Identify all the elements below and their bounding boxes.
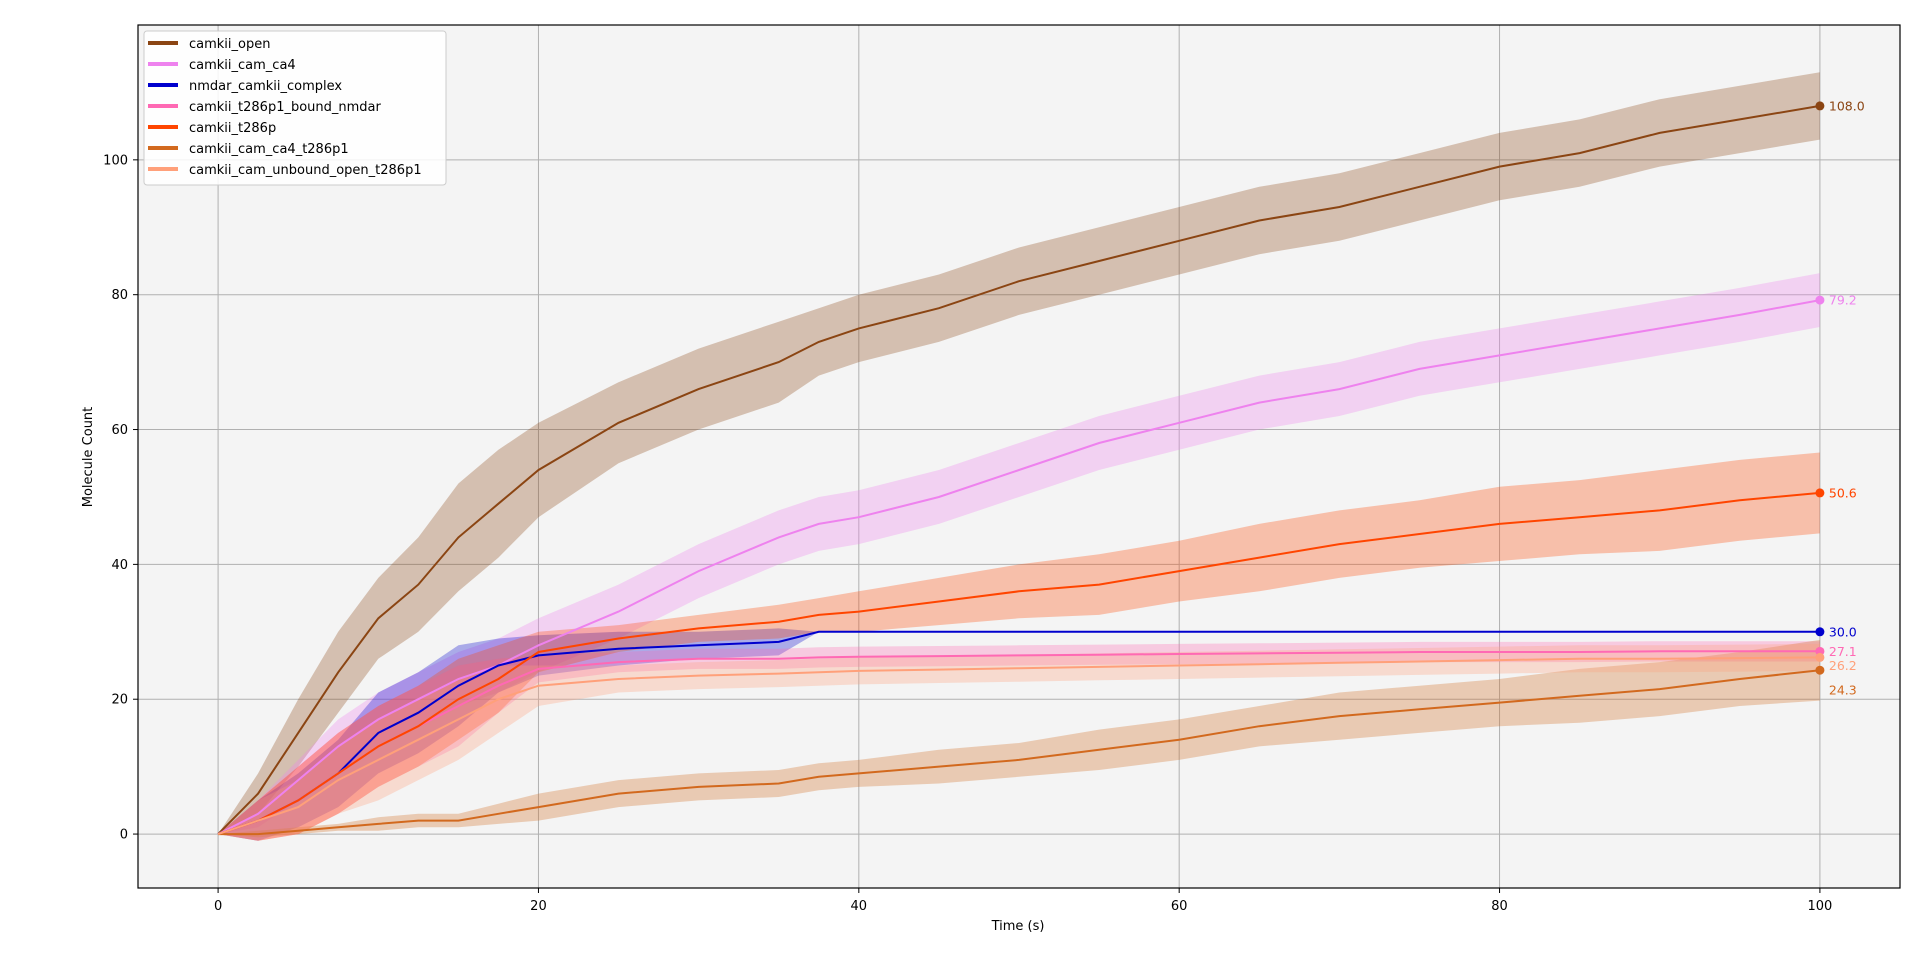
series-lines [217,104,1821,836]
legend-label: camkii_t286p1_bound_nmdar [189,100,382,115]
plot-frame [137,24,1901,889]
y-axis-ticks: 0 20 40 60 80 100 [103,153,138,843]
x-tick-label: 20 [530,899,547,914]
end-value-label: 24.3 [1829,683,1857,698]
series-line-nmdar_camkii_complex [217,630,1820,836]
end-marker-camkii_t286p [1815,488,1825,498]
legend-box [143,30,447,186]
end-markers: 108.0 79.2 30.0 27.1 50.6 24.3 26.2 [1815,98,1865,698]
series-band-camkii_t286p1_bound_nmdar [218,641,1820,841]
end-marker-camkii_cam_unbound_open_t286p1 [1815,652,1825,662]
x-axis-ticks: 0 20 40 60 80 100 [214,888,1832,914]
series-line-camkii_cam_unbound_open_t286p1 [217,656,1820,836]
series-band-camkii_cam_ca4_t286p1 [218,639,1820,838]
legend-label: camkii_t286p [189,121,276,136]
series-line-camkii_cam_ca4 [217,299,1821,835]
end-marker-nmdar_camkii_complex [1815,627,1825,637]
x-tick-label: 80 [1491,899,1508,914]
legend: camkii_open camkii_cam_ca4 nmdar_camkii_co… [143,30,447,186]
end-value-label: 27.1 [1829,644,1857,659]
y-tick-label: 40 [111,558,128,573]
end-value-label: 30.0 [1829,624,1857,639]
legend-label: camkii_cam_ca4_t286p1 [189,142,349,157]
y-tick-label: 20 [111,693,128,708]
end-value-label: 26.2 [1829,658,1857,673]
legend-label: nmdar_camkii_complex [189,79,342,94]
x-tick-label: 40 [851,899,868,914]
y-tick-label: 80 [111,288,128,303]
series-line-camkii_open [217,104,1821,835]
y-tick-label: 60 [111,423,128,438]
series-band-camkii_open [218,72,1820,835]
end-value-label: 108.0 [1829,98,1865,113]
y-axis-label: Molecule Count [81,407,96,508]
series-line-camkii_t286p [217,491,1820,836]
series-line-camkii_cam_ca4_t286p1 [218,669,1821,836]
grid-lines [138,25,1900,888]
y-tick-label: 0 [120,828,128,843]
legend-label: camkii_cam_unbound_open_t286p1 [189,163,422,178]
end-value-label: 79.2 [1829,293,1857,308]
end-marker-camkii_open [1815,101,1825,111]
y-tick-label: 100 [103,153,128,168]
legend-label: camkii_cam_ca4 [189,58,296,73]
x-tick-label: 100 [1807,899,1832,914]
series-band-camkii_t286p [218,452,1820,841]
x-tick-label: 60 [1171,899,1188,914]
x-axis-label: Time (s) [991,919,1045,934]
series-band-camkii_cam_unbound_open_t286p1 [218,643,1820,841]
end-marker-camkii_cam_ca4_t286p1 [1815,665,1825,675]
end-marker-camkii_cam_ca4 [1815,295,1825,305]
x-tick-label: 0 [214,899,222,914]
legend-label: camkii_open [189,37,270,52]
end-value-label: 50.6 [1829,485,1857,500]
